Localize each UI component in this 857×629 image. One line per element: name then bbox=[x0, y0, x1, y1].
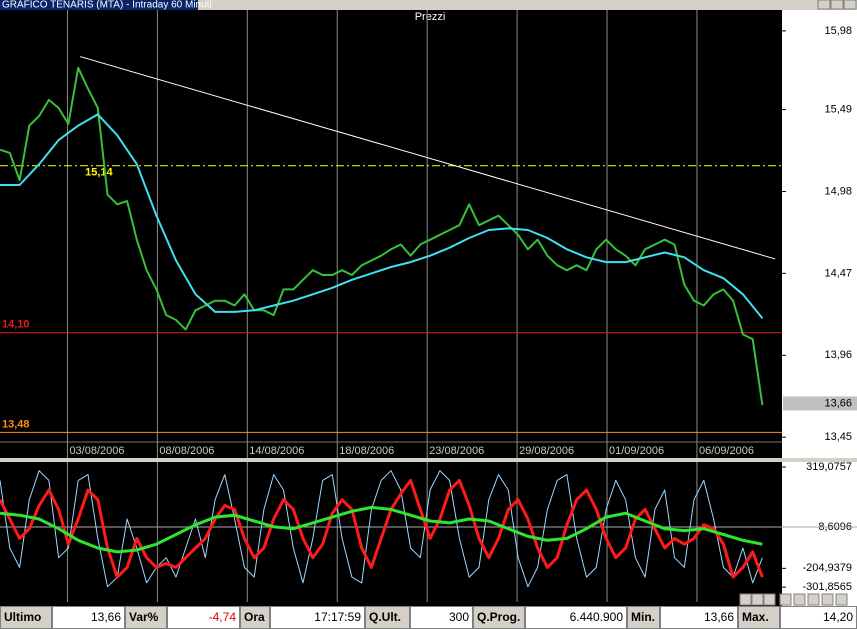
level-label: 14,10 bbox=[2, 319, 30, 331]
x-tick-label: 08/08/2006 bbox=[159, 445, 214, 457]
x-tick-label: 03/08/2006 bbox=[69, 445, 124, 457]
scroll-controls[interactable] bbox=[739, 593, 848, 606]
status-label: Max. bbox=[738, 606, 780, 629]
price-plot-bg bbox=[0, 10, 782, 458]
osc-axis-bg bbox=[782, 462, 857, 606]
status-label: Min. bbox=[627, 606, 660, 629]
status-bar: Ultimo 13,66 Var% -4,74 Ora 17:17:59 Q.U… bbox=[0, 606, 857, 629]
series-line bbox=[0, 113, 764, 319]
panel-divider bbox=[0, 458, 857, 462]
status-value: 13,66 bbox=[660, 606, 738, 629]
trendline bbox=[80, 56, 776, 260]
osc-plot-bg bbox=[0, 462, 782, 606]
y-tick-label: 15,98 bbox=[824, 25, 852, 37]
y-tick-label: -204,9379 bbox=[802, 562, 852, 574]
status-value: 6.440.900 bbox=[525, 606, 627, 629]
status-value: -4,74 bbox=[167, 606, 240, 629]
y-tick-label: 13,45 bbox=[824, 431, 852, 443]
series-line bbox=[0, 470, 763, 588]
status-value: 13,66 bbox=[52, 606, 125, 629]
y-tick-label: 15,49 bbox=[824, 103, 852, 115]
x-tick-label: 14/08/2006 bbox=[249, 445, 304, 457]
title-highlight bbox=[0, 0, 198, 10]
price-axis-bg bbox=[782, 10, 857, 458]
x-tick-label: 23/08/2006 bbox=[429, 445, 484, 457]
last-price-box bbox=[783, 396, 857, 411]
y-tick-label: 319,0757 bbox=[806, 461, 852, 473]
y-tick-label: 14,98 bbox=[824, 185, 852, 197]
level-label: 13,48 bbox=[2, 418, 30, 430]
window-title: GRAFICO TENARIS (MTA) - Intraday 60 Minu… bbox=[2, 0, 212, 11]
y-tick-label: -301,8565 bbox=[802, 581, 852, 593]
chart-title: Prezzi bbox=[415, 11, 446, 23]
last-price-label: 13,66 bbox=[824, 397, 852, 409]
x-tick-label: 01/09/2006 bbox=[609, 445, 664, 457]
level-label: 15,14 bbox=[85, 167, 113, 179]
y-tick-label: 14,47 bbox=[824, 267, 852, 279]
x-tick-label: 18/08/2006 bbox=[339, 445, 394, 457]
status-value: 14,20 bbox=[780, 606, 857, 629]
status-label: Var% bbox=[125, 606, 167, 629]
status-value: 300 bbox=[410, 606, 473, 629]
status-label: Ora bbox=[240, 606, 270, 629]
window-buttons[interactable] bbox=[817, 0, 857, 10]
title-bar-bg bbox=[0, 0, 857, 10]
series-line bbox=[0, 505, 763, 554]
status-label: Q.Prog. bbox=[473, 606, 525, 629]
x-tick-label: 29/08/2006 bbox=[519, 445, 574, 457]
x-tick-label: 06/09/2006 bbox=[699, 445, 754, 457]
series-line bbox=[0, 478, 764, 579]
status-value: 17:17:59 bbox=[270, 606, 365, 629]
y-tick-label: 13,96 bbox=[824, 349, 852, 361]
chart-window: GRAFICO TENARIS (MTA) - Intraday 60 Minu… bbox=[0, 0, 857, 606]
status-label: Ultimo bbox=[0, 606, 52, 629]
status-label: Q.Ult. bbox=[365, 606, 410, 629]
series-line bbox=[0, 66, 764, 406]
